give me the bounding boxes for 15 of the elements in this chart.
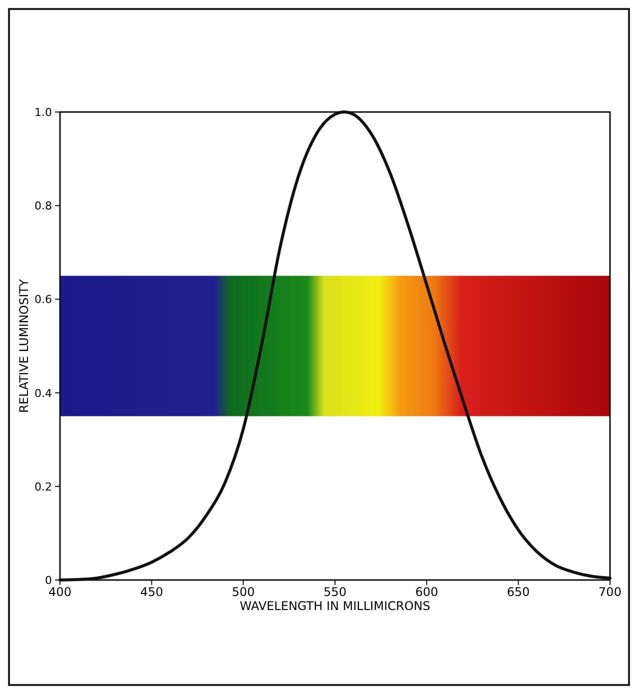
y-tick-label: 0 [45, 574, 52, 587]
y-tick-label: 0.8 [34, 200, 52, 213]
x-tick-label: 500 [232, 585, 255, 599]
x-tick-label: 700 [598, 585, 622, 599]
y-tick-label: 0.4 [34, 386, 52, 400]
x-tick-label: 650 [506, 585, 530, 599]
x-tick-label: 400 [48, 585, 72, 599]
y-axis-title: RELATIVE LUMINOSITY [17, 278, 31, 413]
x-axis-title: WAVELENGTH IN MILLIMICRONS [240, 599, 430, 613]
y-tick-label: 1.0 [34, 106, 52, 119]
x-tick-label: 550 [324, 585, 346, 599]
x-tick-label: 600 [415, 585, 438, 599]
y-tick-label: 0.6 [34, 293, 52, 306]
y-tick-label: 0.2 [34, 480, 52, 494]
x-tick-label: 450 [140, 585, 164, 599]
